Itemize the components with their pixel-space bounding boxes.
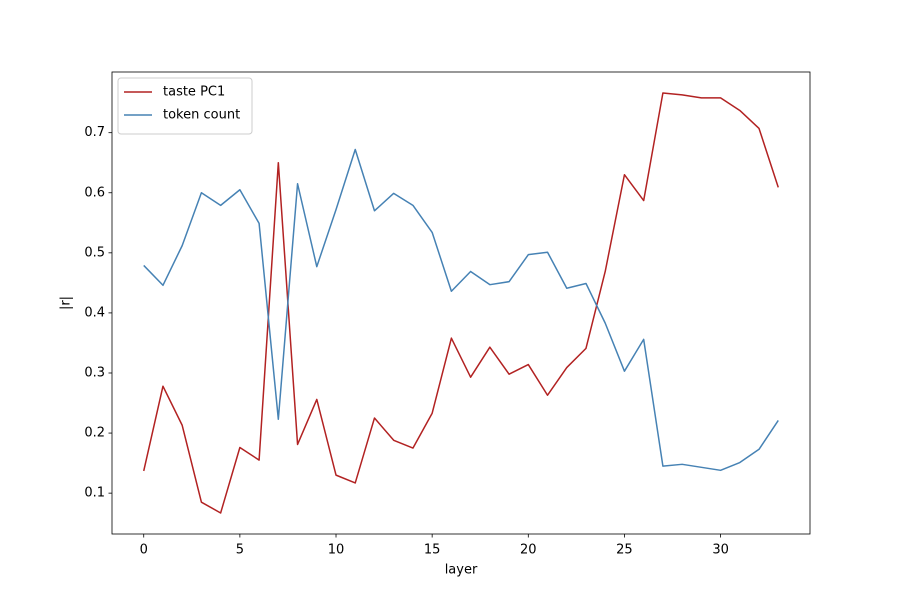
y-axis-label: |r| [59, 296, 74, 310]
x-tick-label: 15 [424, 543, 441, 558]
x-tick-label: 10 [328, 543, 345, 558]
x-tick-label: 5 [236, 543, 244, 558]
y-tick-label: 0.7 [84, 125, 105, 140]
legend-label: taste PC1 [163, 85, 225, 100]
y-tick-label: 0.2 [84, 426, 105, 441]
x-tick-label: 30 [712, 543, 729, 558]
x-tick-label: 0 [140, 543, 148, 558]
plot-frame [111, 71, 811, 535]
y-tick-label: 0.6 [84, 185, 105, 200]
line [142, 92, 779, 514]
x-axis-label: layer [445, 563, 478, 578]
line [143, 148, 779, 472]
y-tick-label: 0.5 [84, 245, 105, 260]
y-tick-label: 0.4 [84, 305, 105, 320]
y-tick-label: 0.3 [84, 365, 105, 380]
y-tick-label: 0.1 [84, 486, 105, 501]
x-tick-label: 25 [616, 543, 633, 558]
legend-label: token count [163, 108, 240, 123]
x-tick-label: 20 [520, 543, 537, 558]
